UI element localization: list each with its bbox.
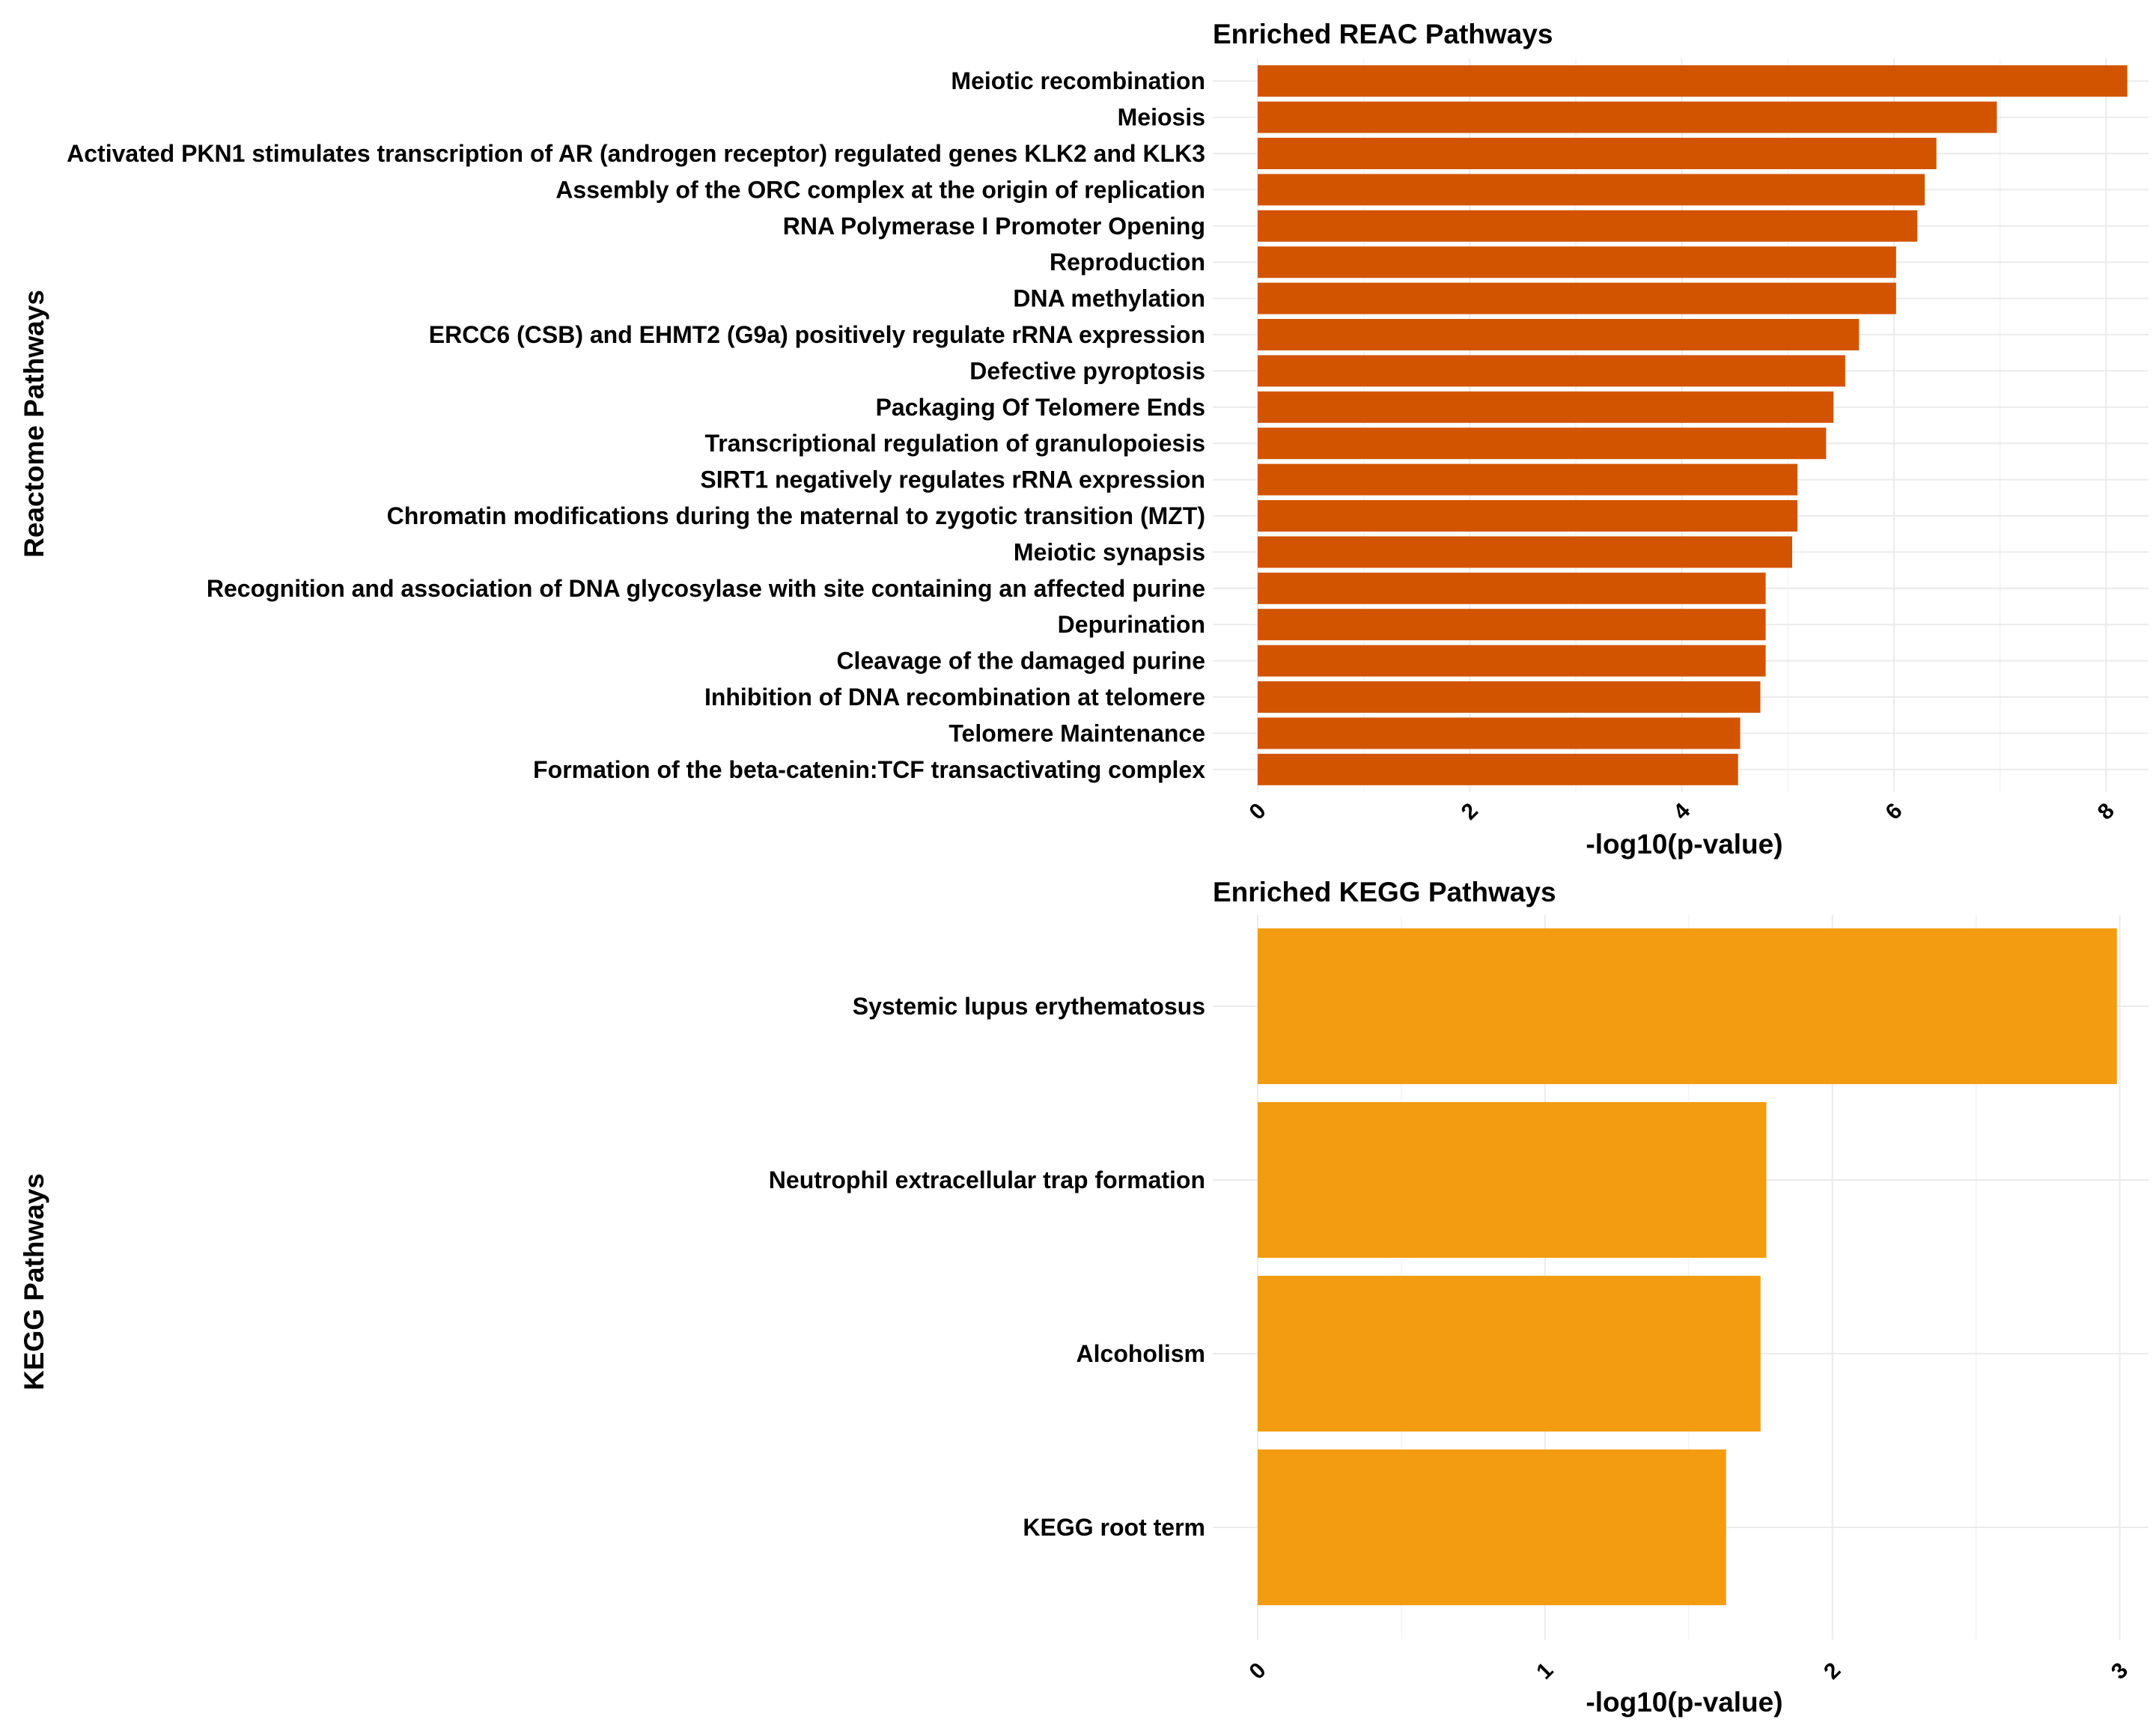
reactome-bar-sirt1-negatively-regulates-rrna-expression [1258, 463, 1798, 496]
kegg-x-axis-label: -log10(p-value) [1586, 1687, 1782, 1718]
reactome-bar-depurination [1258, 609, 1766, 641]
reactome-category-label: Formation of the beta-catenin:TCF transa… [533, 756, 1205, 783]
reactome-bar-cleavage-of-the-damaged-purine [1258, 645, 1766, 677]
reactome-bar-chromatin-modifications-during-the-maternal-to-zygotic-transition-mzt [1258, 500, 1798, 532]
kegg-category-labels: Systemic lupus erythematosus Neutrophil e… [769, 993, 1205, 1541]
kegg-bar-neutrophil-extracellular-trap-formation [1258, 1102, 1767, 1258]
kegg-category-label: Alcoholism [1077, 1340, 1205, 1367]
kegg-bars [1258, 928, 2117, 1605]
reactome-category-label: Meiosis [1118, 104, 1205, 131]
kegg-category-label: Systemic lupus erythematosus [853, 993, 1205, 1020]
reactome-bar-meiosis [1258, 101, 1997, 133]
reactome-category-label: Chromatin modifications during the mater… [387, 502, 1205, 529]
reactome-bar-packaging-of-telomere-ends [1258, 391, 1834, 423]
kegg-bar-systemic-lupus-erythematosus [1258, 928, 2117, 1084]
reactome-category-label: Meiotic synapsis [1014, 538, 1205, 565]
reactome-category-label: Activated PKN1 stimulates transcription … [67, 140, 1205, 167]
kegg-y-axis-label: KEGG Pathways [19, 1173, 49, 1390]
reactome-category-label: Packaging Of Telomere Ends [876, 394, 1205, 421]
kegg-chart-title: Enriched KEGG Pathways [1213, 877, 1556, 907]
reactome-bar-dna-methylation [1258, 282, 1896, 314]
kegg-panel: Systemic lupus erythematosus Neutrophil e… [19, 877, 2149, 1718]
reactome-category-label: DNA methylation [1013, 285, 1205, 312]
reactome-bar-formation-of-the-beta-catenin-tcf-transactivating-complex [1258, 753, 1738, 785]
reactome-bar-defective-pyroptosis [1258, 355, 1845, 387]
reactome-panel: Meiotic recombination Meiosis Activated PK… [19, 19, 2149, 860]
reactome-bar-ercc6-csb-and-ehmt2-g9a-positively-regulate-rrna-expression [1258, 319, 1860, 350]
kegg-category-label: Neutrophil extracellular trap formation [769, 1166, 1205, 1193]
reactome-category-label: Cleavage of the damaged purine [836, 648, 1205, 675]
reactome-bar-assembly-of-the-orc-complex-at-the-origin-of-replication [1258, 174, 1925, 206]
reactome-bar-meiotic-recombination [1258, 65, 2128, 97]
kegg-bar-alcoholism [1258, 1276, 1761, 1432]
reactome-bar-transcriptional-regulation-of-granulopoiesis [1258, 428, 1827, 460]
reactome-bar-reproduction [1258, 246, 1896, 279]
reactome-category-labels: Meiotic recombination Meiosis Activated PK… [67, 67, 1205, 783]
reactome-chart-title: Enriched REAC Pathways [1213, 19, 1553, 49]
reactome-category-label: SIRT1 negatively regulates rRNA expressi… [700, 466, 1205, 493]
reactome-category-label: Telomere Maintenance [948, 719, 1205, 746]
reactome-category-label: Defective pyroptosis [969, 357, 1205, 384]
reactome-category-label: Assembly of the ORC complex at the origi… [555, 176, 1205, 203]
reactome-bar-telomere-maintenance [1258, 717, 1741, 749]
reactome-category-label: Meiotic recombination [951, 67, 1205, 94]
reactome-y-axis-label: Reactome Pathways [19, 290, 49, 558]
reactome-category-label: Recognition and association of DNA glyco… [207, 575, 1205, 602]
reactome-bar-rna-polymerase-i-promoter-opening [1258, 210, 1918, 242]
reactome-category-label: Transcriptional regulation of granulopoi… [704, 430, 1205, 457]
reactome-category-label: RNA Polymerase I Promoter Opening [783, 213, 1205, 240]
kegg-category-label: KEGG root term [1023, 1514, 1205, 1541]
reactome-bar-meiotic-synapsis [1258, 536, 1792, 568]
reactome-x-axis-label: -log10(p-value) [1586, 829, 1782, 860]
reactome-category-label: Inhibition of DNA recombination at telom… [704, 684, 1205, 711]
reactome-bar-recognition-and-association-of-dna-glycosylase-with-site-containing-an-affected-purine [1258, 572, 1766, 604]
reactome-bars [1258, 65, 2128, 785]
reactome-category-label: Depurination [1058, 611, 1205, 638]
reactome-category-label: Reproduction [1050, 249, 1205, 276]
reactome-bar-activated-pkn1-stimulates-transcription-of-ar-androgen-receptor-regulated-genes-klk2-and-klk3 [1258, 138, 1937, 169]
reactome-category-label: ERCC6 (CSB) and EHMT2 (G9a) positively r… [429, 321, 1205, 348]
reactome-bar-inhibition-of-dna-recombination-at-telomere [1258, 681, 1761, 713]
kegg-bar-kegg-root-term [1258, 1449, 1726, 1605]
